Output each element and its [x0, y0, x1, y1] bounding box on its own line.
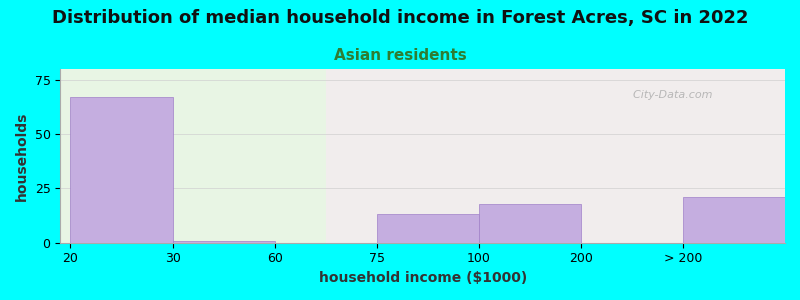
Bar [478, 204, 581, 243]
Text: City-Data.com: City-Data.com [626, 90, 712, 100]
X-axis label: household income ($1000): household income ($1000) [318, 271, 526, 285]
Text: Asian residents: Asian residents [334, 48, 466, 63]
Bar [326, 69, 785, 243]
Y-axis label: households: households [15, 111, 29, 200]
Bar [60, 69, 326, 243]
Bar [70, 97, 173, 243]
Bar [173, 241, 274, 243]
Bar [377, 214, 478, 243]
Bar [683, 197, 785, 243]
Text: Distribution of median household income in Forest Acres, SC in 2022: Distribution of median household income … [52, 9, 748, 27]
